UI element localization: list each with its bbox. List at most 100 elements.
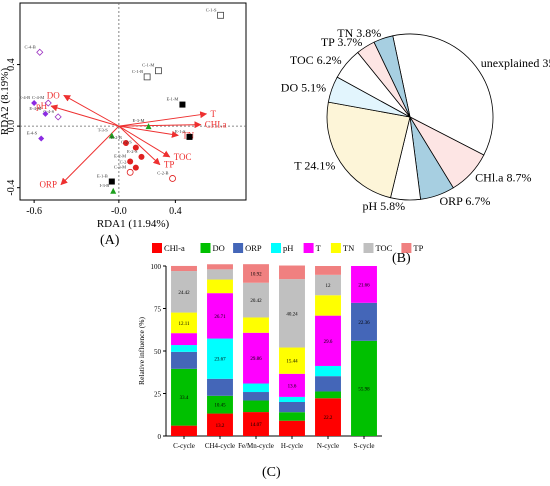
legend-swatch — [303, 243, 314, 253]
bar-segment — [315, 376, 341, 392]
bar-segment — [207, 293, 233, 339]
x-tick-label: C-cycle — [173, 442, 195, 450]
panel-label-a: (A) — [100, 233, 120, 248]
bar-segment — [279, 412, 305, 421]
y-tick-label: 75 — [154, 306, 162, 314]
stacked-bar-chart: CHl-a DO ORP pH T TN TOC TP 0 25 50 75 100 Relative i… — [137, 243, 424, 450]
pie-label: unexplained 35.9% — [481, 56, 550, 70]
legend-swatch — [401, 243, 412, 253]
bar-segment — [243, 392, 269, 401]
sample-point — [38, 135, 45, 142]
vector-label: T — [210, 109, 216, 119]
vector-ph — [50, 104, 120, 127]
sample-label: T-3-S — [98, 127, 109, 132]
y-tick-label: 50 — [154, 348, 162, 356]
sample-label: C-2-M — [120, 160, 132, 165]
x-tick-label: -0.6 — [26, 206, 42, 217]
x-tick-label: S-cycle — [354, 442, 375, 450]
bar-data-label: 10.45 — [214, 404, 226, 409]
sample-label: E-2-S — [127, 149, 138, 154]
legend-label: T — [316, 243, 322, 253]
bar-data-label: 21.66 — [358, 283, 370, 288]
sample-point — [217, 11, 224, 19]
y-axis-label: Relative influence (%) — [137, 317, 146, 385]
variance-pie-chart: unexplained 35.9% CHl.a 8.7% ORP 6.7% pH 5.… — [281, 26, 550, 213]
bar-segment — [207, 279, 233, 294]
bar-segment — [243, 332, 269, 384]
sample-point — [36, 48, 44, 56]
bar-segment — [315, 398, 341, 436]
vector-orp — [60, 125, 120, 186]
bar-data-label: 13.2 — [216, 424, 225, 429]
bar-segment — [279, 265, 305, 280]
vector-chia — [118, 121, 202, 129]
pie-slice-unexplained — [392, 33, 494, 156]
sample-point — [127, 158, 134, 165]
sample-point — [108, 132, 115, 139]
sample-point — [132, 164, 139, 171]
x-tick-label: N-cycle — [317, 442, 339, 450]
bar-segment — [315, 266, 341, 275]
sample-label: E-4-B — [19, 95, 30, 100]
legend-label: ORP — [245, 243, 262, 253]
vector-label: pH — [36, 101, 48, 111]
bar-segment — [315, 391, 341, 399]
y-tick-label: 0.0 — [6, 120, 17, 133]
bar-segment — [171, 368, 197, 426]
pie-label: DO 5.1% — [281, 80, 326, 94]
x-tick-label: CH4-cycle — [205, 442, 235, 450]
bar-data-label: 26.71 — [214, 315, 226, 320]
sample-label: C-4-S — [43, 109, 54, 114]
bar-segment — [207, 395, 233, 414]
pie-label: TOC 6.2% — [290, 53, 342, 67]
bar-segment — [351, 266, 377, 303]
bar-segment — [315, 295, 341, 316]
vector-label: TP — [164, 160, 175, 170]
sample-label: E-2-M — [114, 154, 126, 159]
x-tick-label: 0.4 — [169, 206, 182, 217]
sample-label: I-3-B — [99, 183, 109, 188]
sample-point — [145, 123, 152, 130]
y-axis-label: RDA2 (8.19%) — [0, 68, 11, 136]
bar-segment — [315, 274, 341, 296]
sample-label: E-4-S — [27, 130, 38, 135]
pie-label: CHl.a 8.7% — [475, 171, 531, 185]
x-axis-label: RDA1 (11.94%) — [97, 218, 170, 230]
bar-segment — [171, 351, 197, 369]
bar-segment — [279, 396, 305, 402]
x-tick-label: Fe/Mn-cycle — [238, 442, 274, 450]
bar-data-label: 10.92 — [250, 272, 262, 277]
bar-segment — [279, 420, 305, 436]
legend-swatch — [200, 243, 211, 253]
sample-point — [126, 168, 134, 176]
pie-slice-tn — [373, 35, 411, 118]
sample-point — [179, 101, 186, 108]
sample-point — [42, 110, 49, 117]
legend-label: TN — [343, 243, 354, 253]
bar-segment — [171, 271, 197, 313]
sample-label: C-1-S — [206, 7, 217, 12]
sample-point — [186, 133, 193, 140]
panel-label-c: (C) — [262, 465, 281, 480]
legend-swatch — [363, 243, 374, 253]
vector-tp — [118, 125, 161, 166]
vector-label: CHI.a — [205, 120, 227, 130]
plot-frame — [19, 2, 247, 201]
bar-data-label: 24.42 — [178, 291, 190, 296]
sample-point — [54, 113, 62, 121]
legend-label: DO — [213, 243, 225, 253]
bar-data-label: 13.6 — [288, 384, 297, 389]
vector-label: ORP — [39, 180, 57, 190]
bar-segment — [279, 402, 305, 413]
sample-label: C-2-S — [121, 140, 132, 145]
sample-point — [108, 178, 115, 185]
y-tick-label: 0.4 — [6, 58, 17, 71]
sample-label: C-4-B — [25, 44, 36, 49]
bar-data-label: 23.67 — [214, 358, 226, 363]
vector-toc — [118, 125, 171, 158]
y-tick-label: 0 — [158, 433, 162, 441]
bar-segment — [243, 317, 269, 333]
bar-data-label: 40.24 — [286, 312, 298, 317]
x-tick-label: -0.0 — [111, 206, 127, 217]
